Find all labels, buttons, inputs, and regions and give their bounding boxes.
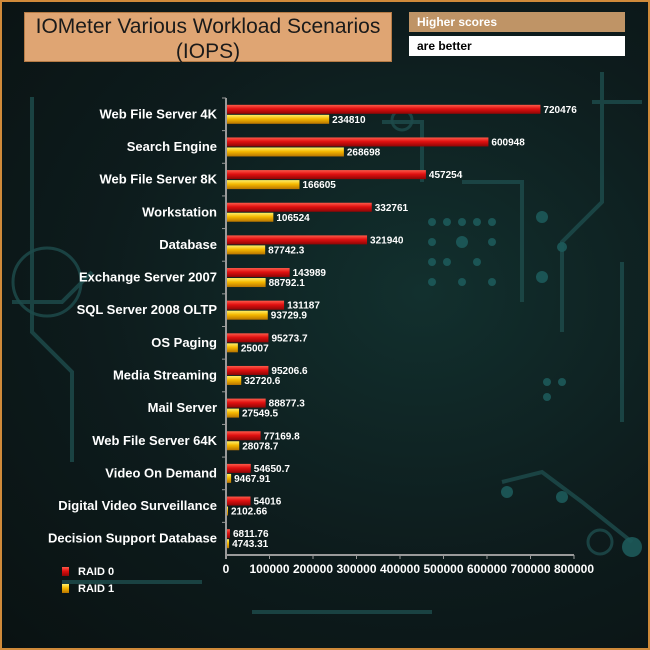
category-label: Exchange Server 2007 — [79, 270, 217, 285]
bar-value-label: 457254 — [429, 170, 463, 181]
bar-raid1 — [227, 115, 329, 124]
category-label: Digital Video Surveillance — [58, 498, 217, 513]
bar-raid0 — [227, 203, 372, 212]
bar-raid0 — [227, 235, 367, 244]
category-label: Media Streaming — [113, 367, 217, 382]
bar-value-label: 2102.66 — [231, 507, 268, 518]
bar-value-label: 9467.91 — [234, 474, 271, 485]
legend-label: RAID 1 — [78, 583, 114, 595]
bar-raid1 — [227, 245, 265, 254]
bar-raid0 — [227, 105, 540, 114]
x-tick-label: 700000 — [510, 562, 550, 576]
bar-value-label: 95273.7 — [271, 333, 308, 344]
bar-raid0 — [227, 497, 250, 506]
bar-value-label: 28078.7 — [242, 441, 279, 452]
bar-raid0 — [227, 301, 284, 310]
bar-raid1 — [227, 213, 273, 222]
x-tick-label: 400000 — [380, 562, 420, 576]
bar-raid1 — [227, 311, 268, 320]
bar-value-label: 93729.9 — [271, 311, 308, 322]
legend-swatch-raid1 — [62, 584, 69, 593]
category-label: Web File Server 8K — [99, 172, 217, 187]
bar-value-label: 88792.1 — [269, 278, 306, 289]
category-label: OS Paging — [151, 335, 217, 350]
legend-label: RAID 0 — [78, 566, 114, 578]
category-label: Decision Support Database — [48, 531, 217, 546]
x-tick-label: 200000 — [293, 562, 333, 576]
bar-raid1 — [227, 474, 231, 483]
legend-swatch-raid0 — [62, 567, 69, 576]
bar-value-label: 234810 — [332, 115, 366, 126]
category-label: Mail Server — [148, 400, 217, 415]
bar-value-label: 332761 — [375, 203, 409, 214]
bar-value-label: 27549.5 — [242, 409, 279, 420]
x-tick-label: 800000 — [554, 562, 594, 576]
bar-value-label: 600948 — [491, 137, 525, 148]
category-label: SQL Server 2008 OLTP — [77, 302, 218, 317]
category-label: Video On Demand — [105, 465, 217, 480]
bar-value-label: 720476 — [543, 105, 577, 116]
bar-raid0 — [227, 366, 268, 375]
bar-value-label: 106524 — [276, 213, 310, 224]
bar-value-label: 25007 — [241, 343, 269, 354]
bar-raid1 — [227, 441, 239, 450]
bar-raid0 — [227, 333, 268, 342]
category-label: Web File Server 64K — [92, 433, 217, 448]
bar-value-label: 321940 — [370, 235, 404, 246]
x-tick-label: 600000 — [467, 562, 507, 576]
bar-raid1 — [227, 343, 238, 352]
x-tick-label: 300000 — [336, 562, 376, 576]
category-label: Search Engine — [127, 139, 217, 154]
bar-value-label: 166605 — [302, 180, 336, 191]
bar-raid1 — [227, 539, 229, 548]
x-tick-label: 0 — [223, 562, 230, 576]
bar-value-label: 268698 — [347, 147, 381, 158]
bar-raid0 — [227, 137, 488, 146]
bar-raid0 — [227, 529, 230, 538]
x-tick-label: 100000 — [249, 562, 289, 576]
category-label: Workstation — [142, 204, 217, 219]
bar-value-label: 87742.3 — [268, 245, 305, 256]
bar-raid0 — [227, 268, 290, 277]
bar-raid1 — [227, 507, 228, 516]
bar-raid1 — [227, 278, 266, 287]
bar-raid0 — [227, 399, 266, 408]
x-tick-label: 500000 — [423, 562, 463, 576]
bar-raid0 — [227, 464, 251, 473]
bar-raid1 — [227, 376, 241, 385]
bar-raid1 — [227, 147, 344, 156]
bar-raid1 — [227, 180, 299, 189]
category-label: Web File Server 4K — [99, 106, 217, 121]
bar-value-label: 32720.6 — [244, 376, 281, 387]
bar-value-label: 4743.31 — [232, 539, 269, 550]
bar-raid1 — [227, 409, 239, 418]
category-label: Database — [159, 237, 217, 252]
bar-raid0 — [227, 431, 261, 440]
bar-raid0 — [227, 170, 426, 179]
